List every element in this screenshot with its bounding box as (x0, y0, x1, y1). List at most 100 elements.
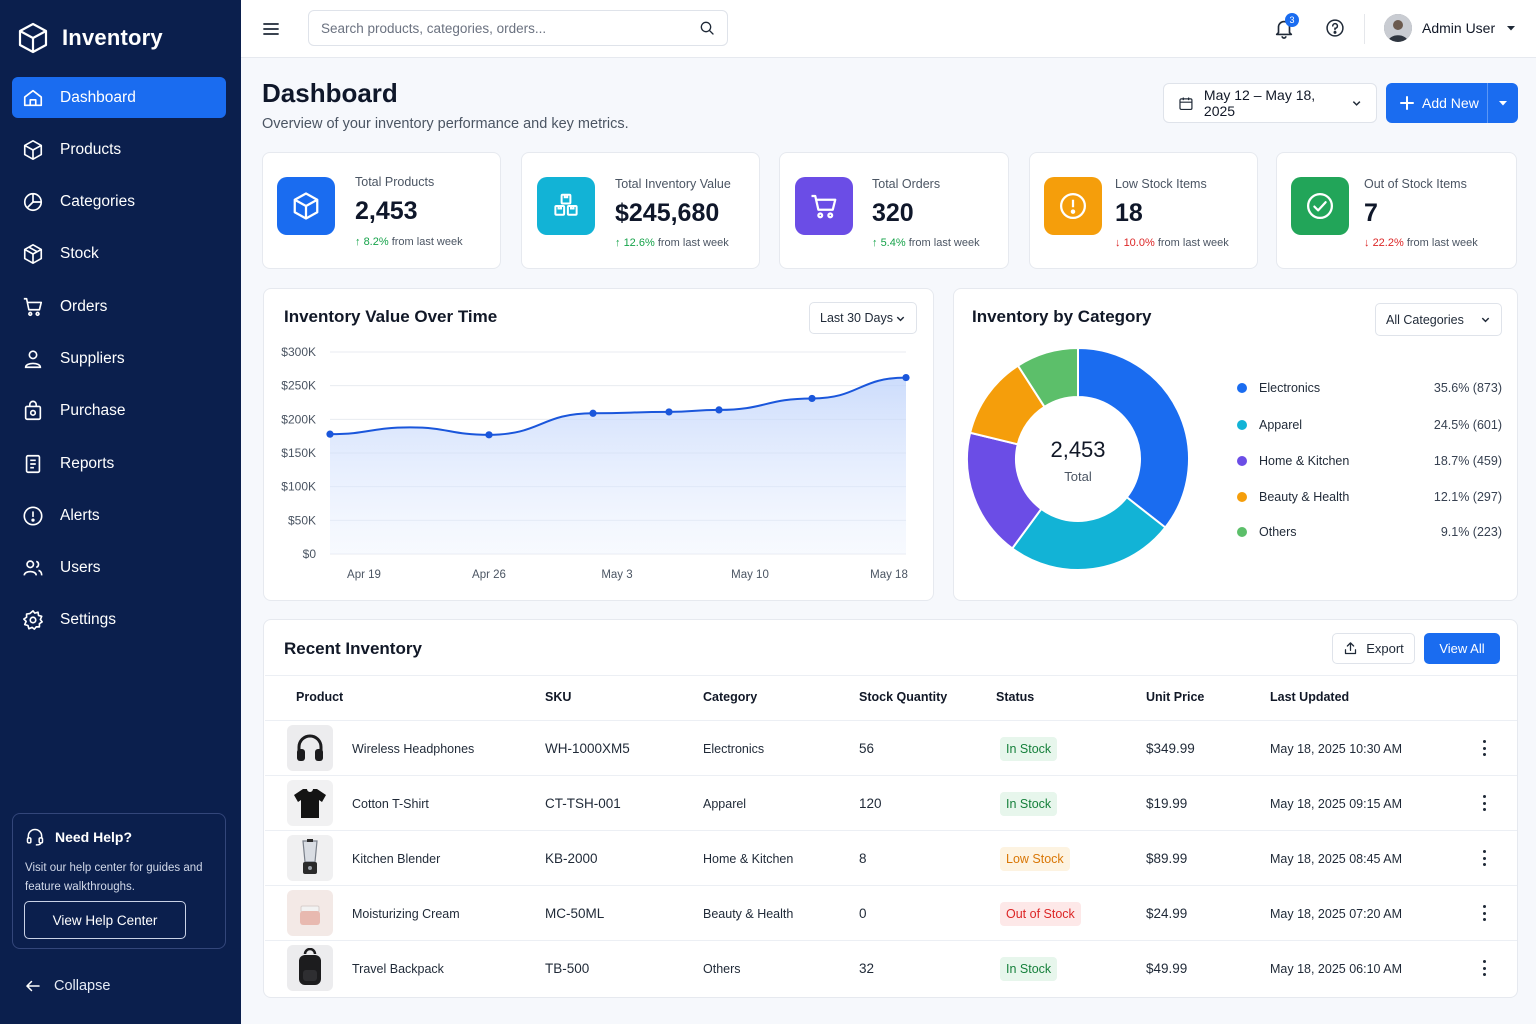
search-input[interactable] (321, 20, 699, 36)
column-header-product[interactable]: Product (296, 690, 344, 704)
stat-card-out-of-stock[interactable]: Out of Stock Items 7 ↓ 22.2% from last w… (1276, 152, 1517, 269)
stat-card-total-orders[interactable]: Total Orders 320 ↑ 5.4% from last week (779, 152, 1009, 269)
user-menu[interactable]: Admin User (1384, 14, 1517, 42)
time-range-select[interactable]: Last 30 Days (809, 302, 917, 334)
sidebar-item-suppliers[interactable]: Suppliers (12, 338, 226, 379)
sidebar-item-categories[interactable]: Categories (12, 182, 226, 223)
product-thumbnail (287, 780, 333, 826)
product-thumbnail (287, 890, 333, 936)
row-actions-icon[interactable] (1483, 850, 1487, 866)
collapse-button[interactable]: Collapse (24, 977, 110, 995)
y-tick-label: $100K (281, 480, 316, 494)
sidebar-item-settings[interactable]: Settings (12, 600, 226, 641)
legend-value: 9.1% (223) (1440, 525, 1502, 539)
column-header-last-updated[interactable]: Last Updated (1270, 690, 1350, 704)
status-badge: Low Stock (1000, 846, 1070, 871)
sidebar-item-purchase[interactable]: Purchase (12, 391, 226, 432)
boxes-icon (554, 193, 578, 216)
stat-delta: ↓ 22.2% from last week (1364, 237, 1478, 249)
sku: TB-500 (545, 961, 590, 976)
table-row[interactable]: Cotton T-Shirt CT-TSH-001 Apparel 120 In… (265, 775, 1517, 830)
column-header-unit-price[interactable]: Unit Price (1146, 690, 1205, 704)
top-bar: 3 Admin User (241, 0, 1536, 58)
table-row[interactable]: Wireless Headphones WH-1000XM5 Electroni… (265, 720, 1517, 775)
stat-delta: ↑ 12.6% from last week (615, 237, 729, 249)
sidebar-item-stock[interactable]: Stock (12, 234, 226, 275)
category: Electronics (703, 741, 765, 756)
table-row[interactable]: Travel Backpack TB-500 Others 32 In Stoc… (265, 940, 1517, 995)
stock-quantity: 56 (859, 741, 875, 756)
status-cell: In Stock (1000, 721, 1058, 776)
page-title: Dashboard (262, 78, 398, 108)
sidebar-item-alerts[interactable]: Alerts (12, 495, 226, 536)
last-updated: May 18, 2025 09:15 AM (1270, 796, 1403, 811)
arrow-up-icon: ↑ (872, 237, 881, 249)
column-header-sku[interactable]: SKU (545, 690, 572, 704)
product-name: Travel Backpack (352, 961, 444, 976)
stat-card-inventory-value[interactable]: Total Inventory Value $245,680 ↑ 12.6% f… (521, 152, 760, 269)
sidebar-item-label: Settings (60, 611, 117, 629)
table-row[interactable]: Kitchen Blender KB-2000 Home & Kitchen 8… (265, 830, 1517, 885)
row-actions-icon[interactable] (1483, 905, 1487, 921)
product-name: Cotton T-Shirt (352, 796, 429, 811)
date-range-picker[interactable]: May 12 – May 18, 2025 (1163, 83, 1377, 123)
view-all-button[interactable]: View All (1424, 633, 1500, 664)
sidebar-item-products[interactable]: Products (12, 129, 226, 170)
chevron-down-icon (896, 316, 905, 321)
headphones-icon (297, 734, 323, 761)
legend-swatch (1237, 383, 1247, 393)
date-range-label: May 12 – May 18, 2025 (1203, 87, 1316, 119)
category-filter-select[interactable]: All Categories (1375, 303, 1502, 336)
status-cell: Low Stock (1000, 831, 1070, 886)
search-icon[interactable] (699, 20, 715, 36)
sidebar-item-users[interactable]: Users (12, 548, 226, 589)
help-text: Visit our help center for guides and fea… (25, 862, 203, 893)
donut-slice[interactable] (1010, 495, 1167, 571)
row-actions-icon[interactable] (1483, 795, 1487, 811)
status-cell: In Stock (1000, 941, 1058, 996)
legend-name: Apparel (1259, 418, 1303, 432)
stat-delta-value: 22.2% (1372, 237, 1404, 249)
stat-card-low-stock[interactable]: Low Stock Items 18 ↓ 10.0% from last wee… (1029, 152, 1258, 269)
warning-icon (1060, 193, 1086, 219)
area-fill (330, 377, 906, 554)
upload-icon (1345, 642, 1357, 655)
row-actions-icon[interactable] (1483, 960, 1487, 976)
stat-icon-bg (795, 177, 853, 235)
table-row[interactable]: Moisturizing Cream MC-50ML Beauty & Heal… (265, 885, 1517, 940)
category-filter-value: All Categories (1386, 312, 1464, 327)
stock-quantity: 0 (859, 906, 867, 921)
donut-slice[interactable] (1077, 346, 1190, 529)
sidebar-item-orders[interactable]: Orders (12, 286, 226, 327)
arrow-up-icon: ↑ (355, 236, 364, 248)
row-actions-icon[interactable] (1483, 740, 1487, 756)
sidebar-item-reports[interactable]: Reports (12, 443, 226, 484)
menu-icon[interactable] (261, 19, 281, 39)
column-header-category[interactable]: Category (703, 690, 758, 704)
legend-swatch (1237, 456, 1247, 466)
product-name: Moisturizing Cream (352, 906, 460, 921)
donut-slice[interactable] (1016, 346, 1079, 409)
stat-delta-suffix: from last week (1157, 237, 1229, 249)
arrow-down-icon: ↓ (1115, 237, 1124, 249)
view-help-center-button[interactable]: View Help Center (24, 901, 186, 939)
add-new-dropdown-toggle[interactable] (1487, 83, 1518, 123)
sidebar-item-dashboard[interactable]: Dashboard (12, 77, 226, 118)
help-circle-icon[interactable] (1325, 18, 1345, 38)
column-header-stock-quantity[interactable]: Stock Quantity (859, 690, 948, 704)
stat-label: Total Inventory Value (615, 177, 731, 191)
cream-jar-icon (300, 905, 320, 925)
brand[interactable]: Inventory (18, 18, 163, 58)
column-header-status[interactable]: Status (996, 690, 1035, 704)
stat-delta-value: 10.0% (1123, 237, 1155, 249)
export-button[interactable]: Export (1332, 633, 1415, 664)
legend-value: 24.5% (601) (1433, 418, 1502, 432)
collapse-label: Collapse (54, 978, 111, 994)
stat-card-total-products[interactable]: Total Products 2,453 ↑ 8.2% from last we… (262, 152, 501, 269)
help-card: Need Help? Visit our help center for gui… (12, 813, 226, 949)
stock-quantity: 32 (859, 961, 875, 976)
add-new-button[interactable]: Add New (1386, 83, 1487, 123)
sku: WH-1000XM5 (545, 741, 630, 756)
stat-delta: ↓ 10.0% from last week (1115, 237, 1229, 249)
legend-name: Electronics (1259, 381, 1321, 395)
